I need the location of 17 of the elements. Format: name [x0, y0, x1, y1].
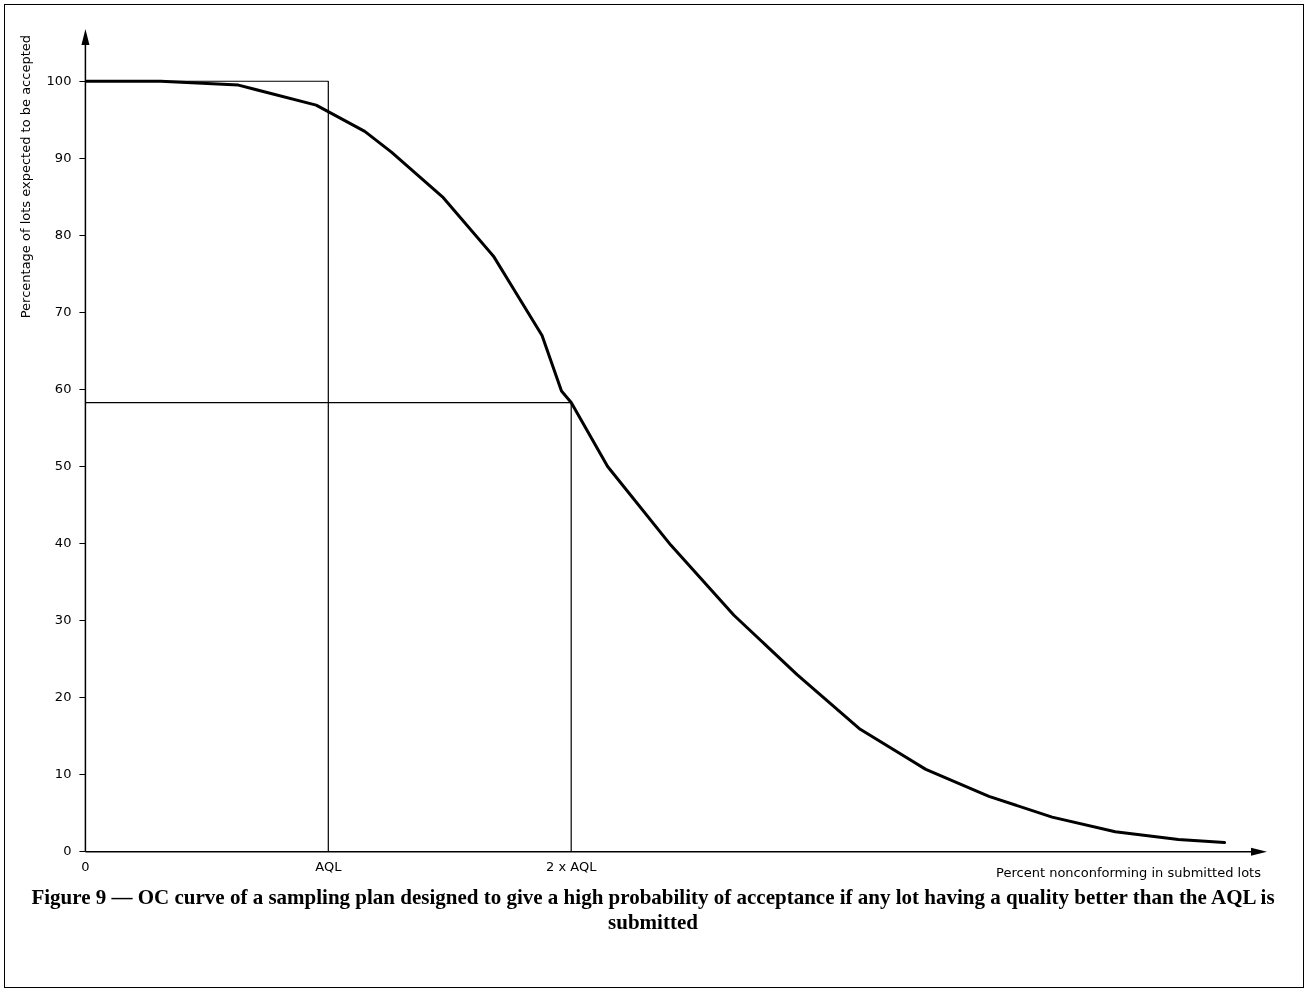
y-axis-title: Percentage of lots expected to be accepted [18, 35, 34, 319]
y-tick-label: 80 [54, 226, 72, 242]
y-tick-label: 0 [63, 843, 72, 859]
y-tick-label: 40 [54, 534, 72, 550]
y-tick-label: 100 [46, 72, 72, 88]
text: Figure 9 — OC curve of a sampling plan designed to give a high probability of acceptance if any lot having a quality better than the AQL is submitted [30, 885, 1276, 935]
y-tick-label: 90 [54, 149, 72, 165]
x-tick-label: AQL [315, 858, 343, 874]
y-tick-label: 20 [54, 689, 72, 705]
x-tick-label: 2 x AQL [546, 858, 598, 874]
y-tick-label: 60 [54, 380, 72, 396]
y-tick-label: 50 [54, 457, 72, 473]
x-tick-label: 0 [81, 858, 90, 874]
x-axis-title: Percent nonconforming in submitted lots [996, 864, 1262, 880]
y-tick-label: 10 [54, 766, 72, 782]
y-tick-label: 30 [54, 612, 72, 628]
y-tick-label: 70 [54, 303, 72, 319]
